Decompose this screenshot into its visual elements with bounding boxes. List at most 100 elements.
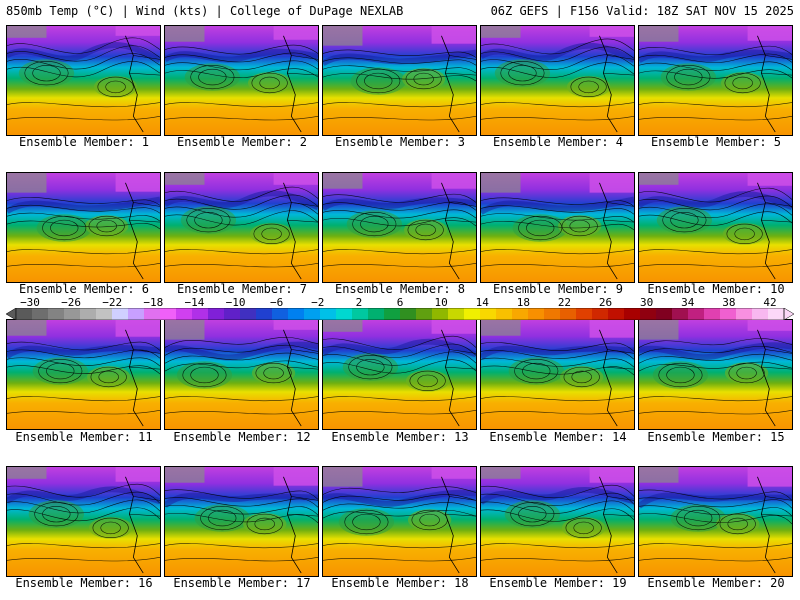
ensemble-member-label: Ensemble Member: 1 [18, 135, 150, 149]
colorbar-swatch [576, 308, 593, 320]
colorbar-tick-label: 10 [434, 296, 448, 309]
colorbar-swatch [80, 308, 97, 320]
colorbar-swatch [656, 308, 673, 320]
colorbar-tick-label: 42 [763, 296, 777, 309]
ensemble-map-19 [480, 466, 635, 577]
colorbar-swatch [48, 308, 65, 320]
ensemble-map-16 [6, 466, 161, 577]
colorbar-swatch [752, 308, 769, 320]
ensemble-map-11 [6, 319, 161, 430]
colorbar-swatch [288, 308, 305, 320]
colorbar-swatch [240, 308, 257, 320]
colorbar-swatch [592, 308, 609, 320]
colorbar-swatch [672, 308, 689, 320]
colorbar-tick-label: 26 [598, 296, 613, 309]
colorbar-swatch [336, 308, 353, 320]
colorbar-swatch [304, 308, 321, 320]
colorbar-swatch [192, 308, 209, 320]
colorbar-tick-label: 2 [355, 296, 363, 309]
colorbar-tick-label: 38 [722, 296, 736, 309]
ensemble-member-label: Ensemble Member: 19 [489, 576, 627, 590]
ensemble-member-label: Ensemble Member: 10 [647, 282, 785, 296]
colorbar-swatch [688, 308, 705, 320]
ensemble-map-14 [480, 319, 635, 430]
colorbar-swatch [768, 308, 785, 320]
ensemble-map-18 [322, 466, 477, 577]
colorbar-tick-labels: −30 −26 −22 −18 −14 −10 −6 −2 2 6 10 14 18 22 26 30 34 38… [6, 296, 794, 309]
colorbar-tick-label: 30 [640, 296, 654, 309]
colorbar-tick-label: −18 [143, 296, 164, 309]
colorbar-swatch [720, 308, 737, 320]
ensemble-map-1 [6, 25, 161, 136]
colorbar-tick-label: −14 [184, 296, 205, 309]
colorbar-tick-label: 14 [475, 296, 489, 309]
colorbar-tick-label: −26 [61, 296, 82, 309]
ensemble-map-12 [164, 319, 319, 430]
colorbar-swatch [640, 308, 657, 320]
ensemble-member-label: Ensemble Member: 5 [650, 135, 782, 149]
colorbar-swatch [736, 308, 753, 320]
colorbar-swatch [608, 308, 625, 320]
colorbar-swatch [464, 308, 481, 320]
ensemble-member-label: Ensemble Member: 7 [176, 282, 308, 296]
colorbar-swatch [448, 308, 465, 320]
colorbar-tick-label: −22 [102, 296, 123, 309]
colorbar-tick-label: −10 [225, 296, 246, 309]
colorbar-swatch [208, 308, 225, 320]
colorbar-swatch [32, 308, 49, 320]
ensemble-map-6 [6, 172, 161, 283]
colorbar-swatch [560, 308, 577, 320]
ensemble-map-15 [638, 319, 793, 430]
colorbar-swatch [496, 308, 513, 320]
colorbar-swatch [368, 308, 385, 320]
colorbar-swatch [416, 308, 433, 320]
ensemble-member-label: Ensemble Member: 3 [334, 135, 466, 149]
ensemble-map-2 [164, 25, 319, 136]
ensemble-map-8 [322, 172, 477, 283]
colorbar-swatch [704, 308, 721, 320]
colorbar-swatch [112, 308, 129, 320]
colorbar-swatch [480, 308, 497, 320]
colorbar-swatch [400, 308, 417, 320]
ensemble-member-label: Ensemble Member: 4 [492, 135, 624, 149]
colorbar-swatch [272, 308, 289, 320]
ensemble-member-label: Ensemble Member: 9 [492, 282, 624, 296]
ensemble-map-4 [480, 25, 635, 136]
ensemble-member-label: Ensemble Member: 6 [18, 282, 150, 296]
colorbar: −30 −26 −22 −18 −14 −10 −6 −2 2 6 10 14 18 22 26 30 34 38… [6, 296, 794, 322]
colorbar-tick-label: 34 [681, 296, 695, 309]
colorbar-swatch [544, 308, 561, 320]
colorbar-swatch [16, 308, 33, 320]
ensemble-member-label: Ensemble Member: 11 [15, 430, 153, 444]
ensemble-member-label: Ensemble Member: 14 [489, 430, 627, 444]
ensemble-member-label: Ensemble Member: 17 [173, 576, 311, 590]
colorbar-swatch [224, 308, 241, 320]
colorbar-swatch [352, 308, 369, 320]
ensemble-map-10 [638, 172, 793, 283]
chart-title: 850mb Temp (°C) | Wind (kts) | College o… [6, 4, 404, 18]
colorbar-tick-label: 6 [396, 296, 404, 309]
run-valid-time: 06Z GEFS | F156 Valid: 18Z SAT NOV 15 20… [490, 4, 794, 18]
colorbar-swatch [144, 308, 161, 320]
colorbar-swatch [384, 308, 401, 320]
ensemble-map-13 [322, 319, 477, 430]
colorbar-swatch [320, 308, 337, 320]
ensemble-member-label: Ensemble Member: 15 [647, 430, 785, 444]
ensemble-member-label: Ensemble Member: 20 [647, 576, 785, 590]
colorbar-scale [6, 308, 794, 320]
colorbar-swatch [512, 308, 529, 320]
colorbar-swatch [624, 308, 641, 320]
colorbar-swatch [160, 308, 177, 320]
ensemble-member-label: Ensemble Member: 8 [334, 282, 466, 296]
colorbar-swatch [96, 308, 113, 320]
colorbar-tick-label: −6 [270, 296, 284, 309]
ensemble-map-9 [480, 172, 635, 283]
ensemble-member-label: Ensemble Member: 13 [331, 430, 469, 444]
colorbar-tick-label: −30 [20, 296, 40, 309]
ensemble-member-label: Ensemble Member: 18 [331, 576, 469, 590]
ensemble-member-label: Ensemble Member: 12 [173, 430, 311, 444]
ensemble-map-20 [638, 466, 793, 577]
colorbar-swatch [528, 308, 545, 320]
colorbar-swatch [128, 308, 145, 320]
